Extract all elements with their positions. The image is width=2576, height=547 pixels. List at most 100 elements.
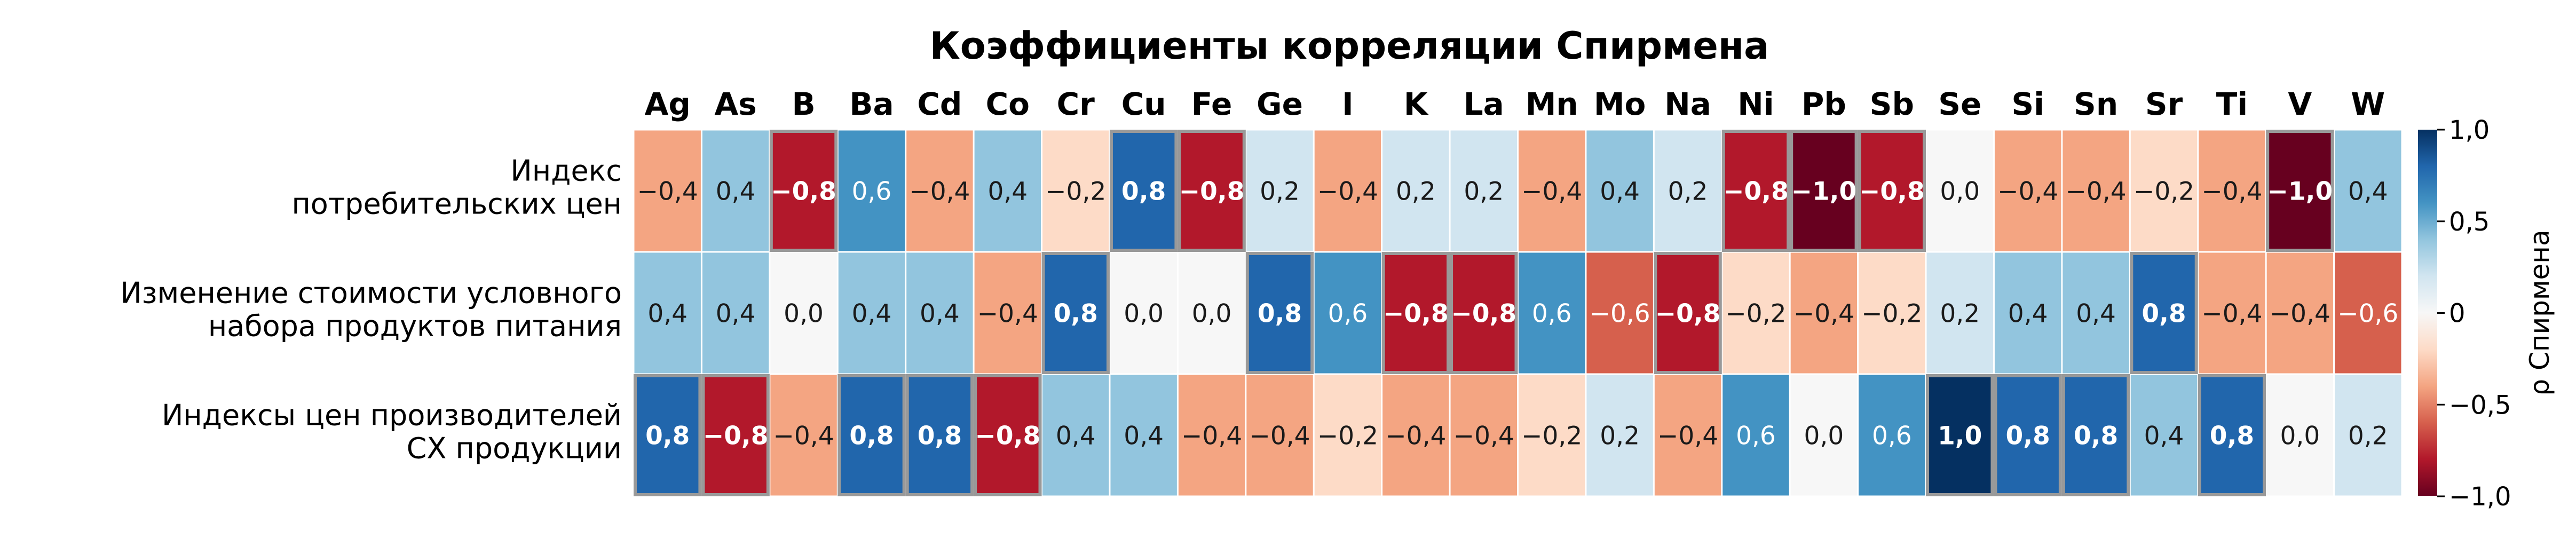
- cell-value-r3-ti: 0,8: [2210, 422, 2254, 451]
- cell-value-r3-cr: 0,4: [1056, 422, 1096, 451]
- cell-value-r3-cu: 0,4: [1124, 422, 1164, 451]
- cell-value-r1-as: 0,4: [716, 177, 756, 207]
- cell-value-r2-co: −0,4: [977, 299, 1038, 329]
- heatmap-cell-r3-k: [1382, 375, 1449, 496]
- heatmap-cells: [634, 130, 2401, 496]
- colorbar-tick-label-4: −0,5: [2449, 390, 2511, 420]
- highlight-border-r2-ge: [1245, 252, 1314, 374]
- heatmap-cell-r1-co: [974, 130, 1041, 251]
- heatmap-cell-r1-sr: [2130, 130, 2198, 251]
- cell-value-r1-fe: −0,8: [1179, 177, 1245, 207]
- heatmap-cell-r2-se: [1926, 252, 1993, 374]
- column-label-k: K: [1404, 86, 1429, 122]
- heatmap-cell-r1-cd: [906, 130, 973, 251]
- highlight-border-r3-co: [974, 374, 1042, 496]
- column-label-ba: Ba: [849, 86, 894, 122]
- column-label-sr: Sr: [2145, 86, 2183, 122]
- heatmap-cell-r3-ge: [1246, 375, 1313, 496]
- cell-value-r1-cd: −0,4: [909, 177, 970, 207]
- heatmap-cell-r3-v: [2266, 375, 2334, 496]
- highlight-border-r2-la: [1450, 252, 1518, 374]
- cell-value-r3-w: 0,2: [2348, 422, 2388, 451]
- heatmap-cell-r3-ag: [634, 375, 701, 496]
- cell-value-r3-ag: 0,8: [645, 422, 690, 451]
- cell-value-r1-la: 0,2: [1464, 177, 1504, 207]
- cell-value-r3-as: −0,8: [703, 422, 769, 451]
- heatmap-cell-r3-i: [1314, 375, 1381, 496]
- cell-value-r1-sn: −0,4: [2066, 177, 2127, 207]
- cell-value-r1-cr: −0,2: [1045, 177, 1106, 207]
- heatmap-cell-r3-as: [702, 375, 769, 496]
- cell-value-r2-se: 0,2: [1940, 299, 1980, 329]
- heatmap-cell-r3-se: [1926, 375, 1993, 496]
- column-label-cu: Cu: [1121, 86, 1166, 122]
- heatmap-cell-r1-i: [1314, 130, 1381, 251]
- cell-value-r3-pb: 0,0: [1804, 422, 1844, 451]
- cell-value-r3-b: −0,4: [773, 422, 834, 451]
- row-label-3-line-2: СХ продукции: [407, 432, 622, 465]
- heatmap-cell-r2-si: [1994, 252, 2061, 374]
- heatmap-cell-r3-na: [1654, 375, 1721, 496]
- row-label-3-line-1: Индексы цен производителей: [162, 399, 622, 432]
- row-label-2-line-1: Изменение стоимости условного: [120, 276, 622, 310]
- highlight-border-r1-ni: [1721, 130, 1790, 252]
- cell-value-r3-la: −0,4: [1453, 422, 1514, 451]
- cell-value-r1-v: −1,0: [2267, 177, 2333, 207]
- heatmap-cell-r1-ag: [634, 130, 701, 251]
- colorbar-ticks: 1,0 0,5 0 −0,5 −1,0: [2437, 115, 2511, 512]
- heatmap-cell-r3-la: [1450, 375, 1517, 496]
- cell-value-r1-ag: −0,4: [637, 177, 698, 207]
- cell-value-r3-ni: 0,6: [1736, 422, 1776, 451]
- cell-value-r1-mn: −0,4: [1521, 177, 1582, 207]
- heatmap-cell-r1-w: [2335, 130, 2401, 251]
- heatmap-cell-r3-w: [2335, 375, 2401, 496]
- cell-value-r2-sn: 0,4: [2076, 299, 2116, 329]
- heatmap-cell-r1-se: [1926, 130, 1993, 251]
- column-label-v: V: [2288, 86, 2312, 122]
- cell-value-r1-sb: −0,8: [1859, 177, 1925, 207]
- heatmap-cell-r3-sb: [1859, 375, 1925, 496]
- cell-value-r3-sr: 0,4: [2144, 422, 2184, 451]
- cell-value-r2-i: 0,6: [1328, 299, 1368, 329]
- heatmap-cell-r2-mo: [1586, 252, 1653, 374]
- column-label-co: Co: [986, 86, 1030, 122]
- heatmap-cell-r3-cr: [1042, 375, 1109, 496]
- heatmap-cell-r2-v: [2266, 252, 2334, 374]
- cell-value-r2-cu: 0,0: [1124, 299, 1164, 329]
- cell-value-r3-co: −0,8: [975, 422, 1041, 451]
- heatmap-cell-r2-ge: [1246, 252, 1313, 374]
- cell-value-r2-b: 0,0: [784, 299, 824, 329]
- cell-value-r1-mo: 0,4: [1600, 177, 1640, 207]
- cell-value-r2-cd: 0,4: [920, 299, 960, 329]
- cell-value-r1-sr: −0,2: [2134, 177, 2194, 207]
- highlight-border-r3-se: [1926, 374, 1994, 496]
- cell-value-r1-k: 0,2: [1396, 177, 1436, 207]
- cell-value-r2-ni: −0,2: [1725, 299, 1786, 329]
- heatmap-cell-r3-ba: [838, 375, 905, 496]
- heatmap-cell-r2-cu: [1110, 252, 1177, 374]
- heatmap-cell-r1-cr: [1042, 130, 1109, 251]
- cell-value-r1-ge: 0,2: [1260, 177, 1300, 207]
- heatmap-cell-r1-v: [2266, 130, 2334, 251]
- cell-value-r3-v: 0,0: [2280, 422, 2320, 451]
- heatmap-cell-r3-b: [770, 375, 837, 496]
- highlight-border-r1-b: [769, 130, 838, 252]
- highlight-border-r1-pb: [1790, 130, 1858, 252]
- heatmap-cell-r3-si: [1994, 375, 2061, 496]
- heatmap-cell-r1-ge: [1246, 130, 1313, 251]
- cell-value-r1-b: −0,8: [771, 177, 836, 207]
- cell-value-r3-mo: 0,2: [1600, 422, 1640, 451]
- column-label-mo: Mo: [1594, 86, 1646, 122]
- cell-value-r3-se: 1,0: [1938, 422, 1982, 451]
- cell-value-r2-v: −0,4: [2270, 299, 2330, 329]
- cell-value-r2-cr: 0,8: [1054, 299, 1098, 329]
- heatmap-cell-r3-fe: [1178, 375, 1245, 496]
- heatmap-cell-r2-na: [1654, 252, 1721, 374]
- cell-value-r3-sb: 0,6: [1872, 422, 1912, 451]
- heatmap-cell-r1-b: [770, 130, 837, 251]
- heatmap-cell-r3-co: [974, 375, 1041, 496]
- cell-value-r2-mo: −0,6: [1590, 299, 1650, 329]
